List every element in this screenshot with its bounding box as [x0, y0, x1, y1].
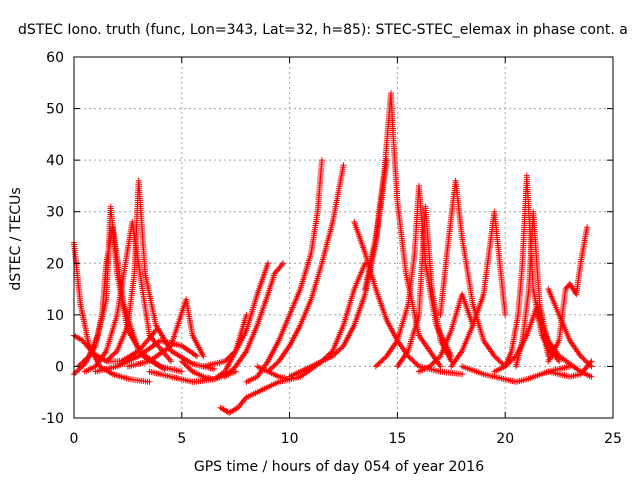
y-axis-label: dSTEC / TECUs — [8, 187, 24, 290]
y-tick-label: -10 — [41, 411, 64, 427]
series-markers — [200, 260, 271, 370]
data-series — [71, 90, 595, 416]
series-29 — [545, 224, 591, 365]
plot-frame — [73, 56, 614, 419]
series-24 — [448, 208, 509, 370]
x-tick-label: 10 — [281, 431, 299, 447]
series-14 — [243, 157, 325, 385]
x-tick-label: 25 — [604, 431, 622, 447]
series-markers — [394, 203, 455, 370]
y-tick-label: 10 — [46, 308, 64, 324]
series-23 — [437, 177, 509, 370]
series-markers — [351, 219, 466, 378]
axis-ticks: 0 5 10 15 20 25 -10 0 10 20 30 40 50 60 — [41, 50, 622, 447]
x-axis-label: GPS time / hours of day 054 of year 2016 — [194, 459, 484, 475]
chart-title: dSTEC Iono. truth (func, Lon=343, Lat=32… — [18, 22, 628, 38]
series-32 — [545, 286, 595, 370]
series-21 — [394, 203, 455, 370]
y-tick-label: 40 — [46, 153, 64, 169]
series-markers — [243, 157, 325, 385]
series-19 — [351, 219, 466, 378]
series-31 — [534, 311, 595, 380]
series-markers — [217, 376, 293, 416]
y-tick-label: 20 — [46, 256, 64, 272]
series-12 — [200, 260, 271, 370]
series-7 — [92, 337, 200, 375]
series-22 — [416, 291, 476, 375]
series-markers — [534, 311, 595, 380]
series-25 — [459, 363, 573, 385]
series-markers — [103, 177, 218, 372]
series-markers — [459, 363, 573, 385]
series-markers — [448, 208, 509, 370]
series-13 — [221, 260, 287, 380]
y-tick-label: 30 — [46, 205, 64, 221]
y-tick-label: 0 — [55, 359, 64, 375]
series-markers — [416, 291, 476, 375]
y-tick-label: 60 — [46, 50, 64, 66]
series-markers — [221, 260, 287, 380]
y-tick-label: 50 — [46, 102, 64, 118]
x-tick-label: 20 — [496, 431, 514, 447]
series-markers — [92, 337, 200, 375]
series-markers — [545, 224, 591, 365]
series-markers — [124, 296, 207, 370]
x-tick-label: 15 — [388, 431, 406, 447]
x-tick-label: 5 — [177, 431, 186, 447]
series-6 — [103, 177, 218, 372]
series-markers — [545, 286, 595, 370]
series-11 — [217, 376, 293, 416]
series-markers — [437, 177, 509, 370]
series-8 — [124, 296, 207, 370]
x-tick-label: 0 — [70, 431, 79, 447]
